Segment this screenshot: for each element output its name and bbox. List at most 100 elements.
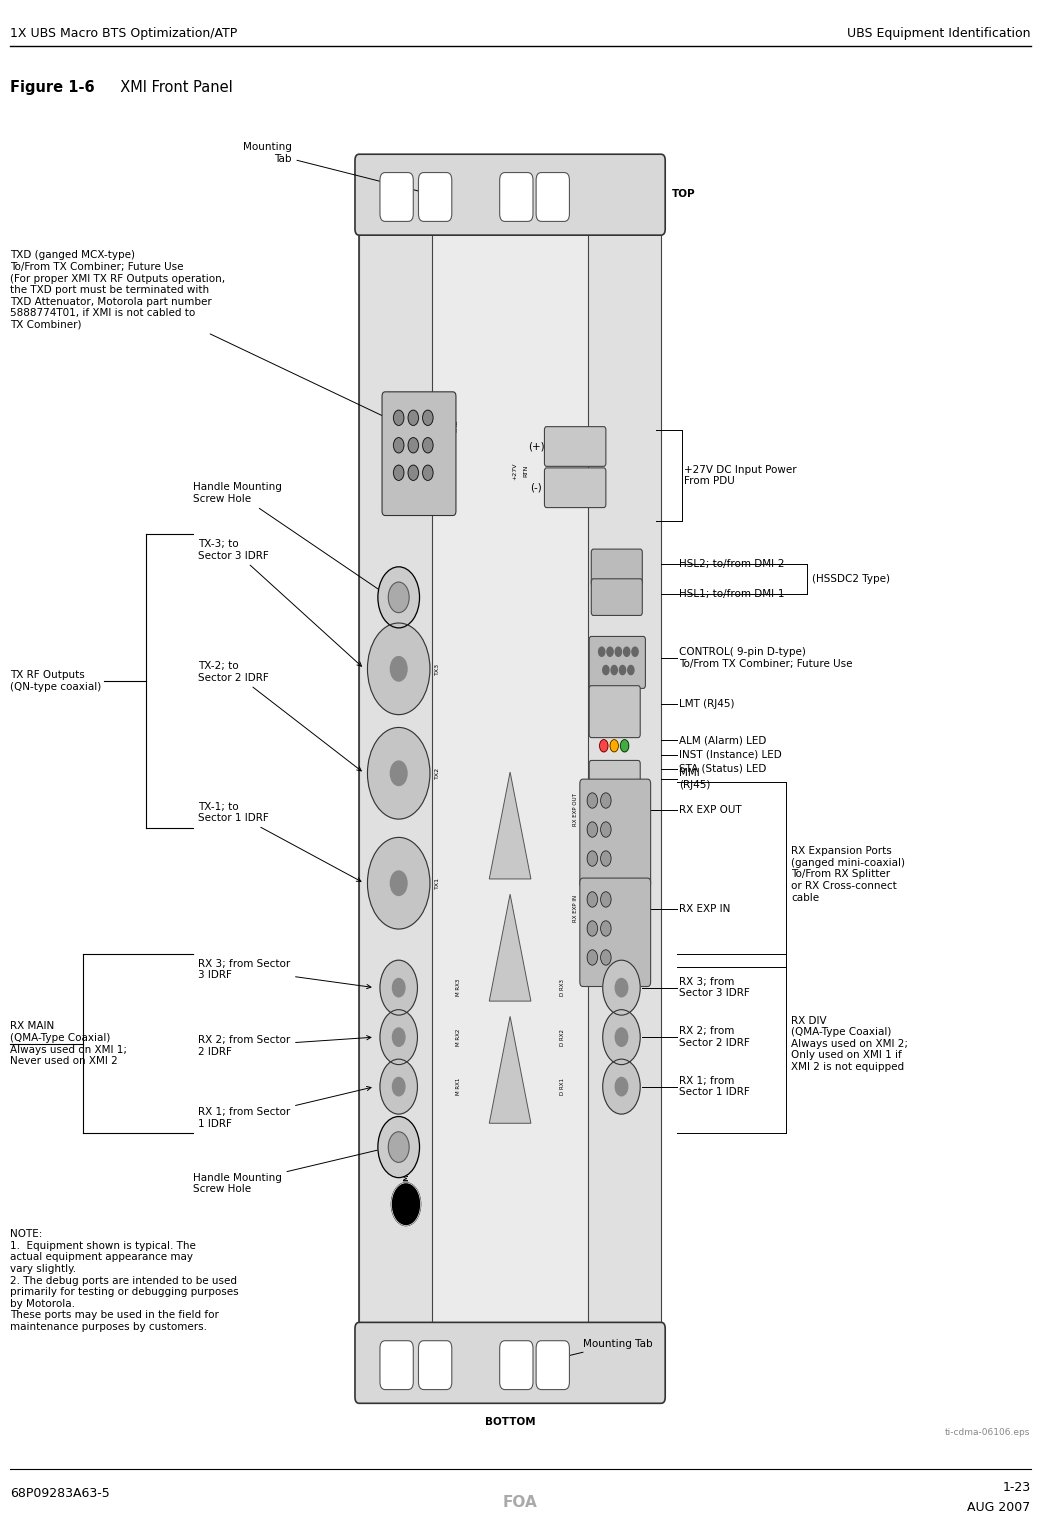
- Circle shape: [390, 657, 407, 681]
- Polygon shape: [489, 895, 531, 1002]
- FancyBboxPatch shape: [544, 426, 606, 466]
- Text: XMI Front Panel: XMI Front Panel: [111, 79, 233, 95]
- FancyBboxPatch shape: [500, 1341, 533, 1390]
- Circle shape: [393, 466, 404, 481]
- Circle shape: [388, 1132, 409, 1162]
- Circle shape: [615, 647, 621, 657]
- Circle shape: [393, 438, 404, 454]
- Text: M RX1: M RX1: [456, 1078, 460, 1095]
- FancyBboxPatch shape: [589, 686, 640, 738]
- Text: 1X UBS Macro BTS Optimization/ATP: 1X UBS Macro BTS Optimization/ATP: [10, 27, 237, 40]
- Text: AUG 2007: AUG 2007: [967, 1501, 1031, 1513]
- Circle shape: [587, 921, 598, 936]
- Circle shape: [378, 1116, 420, 1177]
- Text: 1-23: 1-23: [1002, 1481, 1031, 1493]
- Circle shape: [587, 793, 598, 808]
- FancyBboxPatch shape: [500, 173, 533, 221]
- Text: HSL1: HSL1: [617, 586, 621, 602]
- Circle shape: [423, 411, 433, 426]
- Circle shape: [367, 623, 430, 715]
- Text: MMI
(RJ45): MMI (RJ45): [679, 768, 710, 789]
- Circle shape: [587, 892, 598, 907]
- Text: TX1: TX1: [435, 876, 439, 889]
- Text: ti-cdma-06106.eps: ti-cdma-06106.eps: [945, 1428, 1031, 1437]
- FancyBboxPatch shape: [589, 760, 640, 815]
- Text: RX 1; from
Sector 1 IDRF: RX 1; from Sector 1 IDRF: [679, 1077, 750, 1098]
- Text: LMT: LMT: [623, 698, 627, 710]
- Text: TOP: TOP: [671, 189, 695, 199]
- Circle shape: [393, 411, 404, 426]
- Text: CONTROL( 9-pin D-type)
To/From TX Combiner; Future Use: CONTROL( 9-pin D-type) To/From TX Combin…: [679, 647, 853, 669]
- Circle shape: [603, 1060, 640, 1115]
- Text: HSL1; to/from DMI-1: HSL1; to/from DMI-1: [679, 589, 784, 599]
- FancyBboxPatch shape: [380, 1341, 413, 1390]
- Circle shape: [603, 1009, 640, 1064]
- FancyBboxPatch shape: [536, 1341, 569, 1390]
- Text: M RX2: M RX2: [456, 1029, 460, 1046]
- Circle shape: [601, 851, 611, 866]
- Circle shape: [408, 411, 418, 426]
- Text: FOA: FOA: [503, 1495, 538, 1510]
- Circle shape: [392, 1078, 405, 1096]
- Text: RX EXP OUT: RX EXP OUT: [574, 793, 578, 826]
- FancyBboxPatch shape: [418, 1341, 452, 1390]
- FancyBboxPatch shape: [544, 467, 606, 507]
- Circle shape: [380, 960, 417, 1015]
- Text: RX EXP IN: RX EXP IN: [679, 904, 730, 913]
- Text: RX 2; from Sector
2 IDRF: RX 2; from Sector 2 IDRF: [198, 1035, 371, 1057]
- Text: HSL2: HSL2: [617, 557, 621, 571]
- Text: TX-3; to
Sector 3 IDRF: TX-3; to Sector 3 IDRF: [198, 539, 361, 666]
- Circle shape: [610, 739, 618, 751]
- Circle shape: [390, 760, 407, 785]
- Circle shape: [392, 979, 405, 997]
- Text: HSL2; to/from DMI-2: HSL2; to/from DMI-2: [679, 559, 784, 570]
- Circle shape: [423, 438, 433, 454]
- Circle shape: [408, 466, 418, 481]
- Text: INST (Instance) LED: INST (Instance) LED: [679, 750, 782, 759]
- FancyBboxPatch shape: [418, 173, 452, 221]
- FancyBboxPatch shape: [589, 637, 645, 689]
- Text: RX 1; from Sector
1 IDRF: RX 1; from Sector 1 IDRF: [198, 1086, 371, 1128]
- Text: Figure 1-6: Figure 1-6: [10, 79, 95, 95]
- Text: RX 3; from
Sector 3 IDRF: RX 3; from Sector 3 IDRF: [679, 977, 750, 999]
- Circle shape: [378, 567, 420, 628]
- Circle shape: [599, 647, 605, 657]
- Circle shape: [367, 727, 430, 818]
- Circle shape: [615, 1078, 628, 1096]
- Polygon shape: [489, 773, 531, 880]
- FancyBboxPatch shape: [536, 173, 569, 221]
- Text: Handle Mounting
Screw Hole: Handle Mounting Screw Hole: [193, 1147, 386, 1194]
- Text: LMT (RJ45): LMT (RJ45): [679, 699, 734, 709]
- Text: NOTE:
1.  Equipment shown is typical. The
actual equipment appearance may
vary s: NOTE: 1. Equipment shown is typical. The…: [10, 1229, 239, 1332]
- Text: Handle Mounting
Screw Hole: Handle Mounting Screw Hole: [193, 483, 387, 596]
- Circle shape: [615, 979, 628, 997]
- Circle shape: [607, 647, 613, 657]
- Text: TX-1; to
Sector 1 IDRF: TX-1; to Sector 1 IDRF: [198, 802, 361, 881]
- Text: M RX3: M RX3: [456, 979, 460, 996]
- Text: TX RF Outputs
(QN-type coaxial): TX RF Outputs (QN-type coaxial): [10, 670, 102, 692]
- Circle shape: [587, 851, 598, 866]
- Circle shape: [423, 466, 433, 481]
- Circle shape: [391, 1183, 421, 1226]
- Circle shape: [603, 666, 609, 675]
- Circle shape: [603, 960, 640, 1015]
- Text: (+): (+): [528, 441, 544, 452]
- Circle shape: [620, 739, 629, 751]
- Text: RX 2; from
Sector 2 IDRF: RX 2; from Sector 2 IDRF: [679, 1026, 750, 1048]
- FancyBboxPatch shape: [355, 1322, 665, 1403]
- Bar: [588, 229, 661, 1328]
- Circle shape: [601, 892, 611, 907]
- Text: TX2: TX2: [435, 767, 439, 779]
- Circle shape: [392, 1028, 405, 1046]
- Bar: [359, 229, 432, 1328]
- Text: RX Expansion Ports
(ganged mini-coaxial)
To/From RX Splitter
or RX Cross-connect: RX Expansion Ports (ganged mini-coaxial)…: [791, 846, 906, 902]
- Text: STA (Status) LED: STA (Status) LED: [679, 764, 766, 774]
- Text: (HSSDC2 Type): (HSSDC2 Type): [812, 574, 890, 585]
- Text: D RX3: D RX3: [560, 979, 564, 996]
- Text: MOTOROLA: MOTOROLA: [403, 1136, 409, 1180]
- Circle shape: [611, 666, 617, 675]
- Circle shape: [380, 1009, 417, 1064]
- Text: RX DIV
(QMA-Type Coaxial)
Always used on XMI 2;
Only used on XMI 1 if
XMI 2 is n: RX DIV (QMA-Type Coaxial) Always used on…: [791, 1015, 908, 1072]
- Text: ALM (Alarm) LED: ALM (Alarm) LED: [679, 736, 766, 745]
- Text: RX EXP IN: RX EXP IN: [574, 895, 578, 922]
